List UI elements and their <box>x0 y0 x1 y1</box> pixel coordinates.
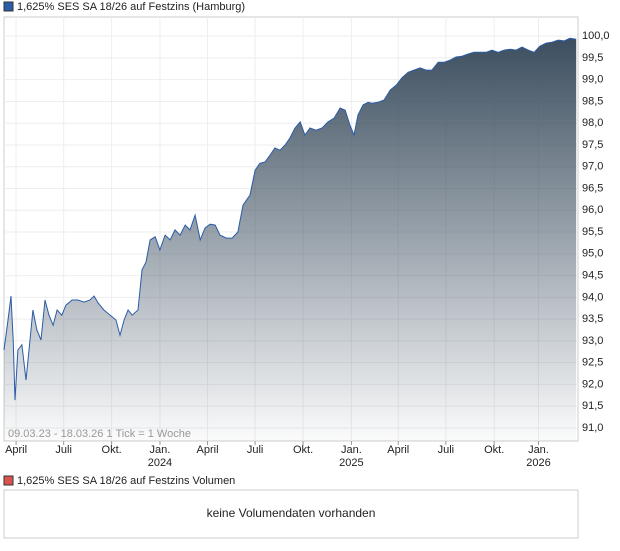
area-fill <box>4 38 577 442</box>
legend-swatch <box>3 1 14 12</box>
y-tick-label: 94,0 <box>582 291 603 303</box>
y-tick-label: 96,0 <box>582 204 603 216</box>
y-tick-label: 98,5 <box>582 95 603 107</box>
y-tick-label: 99,0 <box>582 74 603 86</box>
y-tick-label: 95,0 <box>582 248 603 260</box>
x-tick-label: Juli <box>247 444 264 456</box>
x-tick-label: Okt. <box>293 444 313 456</box>
x-tick-label: Jan. <box>528 444 549 456</box>
x-tick-label: Jan. <box>341 444 362 456</box>
x-tick-year: 2024 <box>148 457 172 469</box>
x-tick-year: 2025 <box>339 457 363 469</box>
y-tick-label: 95,5 <box>582 226 603 238</box>
legend-swatch <box>3 475 14 486</box>
y-tick-label: 98,0 <box>582 117 603 129</box>
y-tick-label: 94,5 <box>582 269 603 281</box>
x-tick-label: April <box>197 444 219 456</box>
y-tick-label: 97,0 <box>582 161 603 173</box>
volume-title: 1,625% SES SA 18/26 auf Festzins Volumen <box>17 475 235 487</box>
legend-label: 1,625% SES SA 18/26 auf Festzins (Hambur… <box>17 1 245 13</box>
volume-message: keine Volumendaten vorhanden <box>207 506 376 520</box>
y-tick-label: 93,5 <box>582 313 603 325</box>
x-tick-year: 2026 <box>526 457 550 469</box>
y-tick-label: 93,0 <box>582 335 603 347</box>
x-tick-label: Okt. <box>484 444 504 456</box>
y-tick-label: 92,0 <box>582 378 603 390</box>
x-tick-label: Juli <box>55 444 72 456</box>
y-tick-label: 97,5 <box>582 139 603 151</box>
y-tick-label: 100,0 <box>582 30 610 42</box>
y-tick-label: 91,5 <box>582 400 603 412</box>
note: 09.03.23 - 18.03.26 1 Tick = 1 Woche <box>8 428 191 440</box>
volume-panel <box>3 489 579 539</box>
y-tick-label: 99,5 <box>582 52 603 64</box>
x-tick-label: April <box>387 444 409 456</box>
y-tick-label: 91,0 <box>582 422 603 434</box>
x-tick-label: April <box>5 444 27 456</box>
x-tick-label: Juli <box>438 444 455 456</box>
x-tick-label: Jan. <box>150 444 171 456</box>
x-tick-label: Okt. <box>102 444 122 456</box>
line <box>3 37 577 401</box>
y-tick-label: 96,5 <box>582 182 603 194</box>
y-tick-label: 92,5 <box>582 357 603 369</box>
